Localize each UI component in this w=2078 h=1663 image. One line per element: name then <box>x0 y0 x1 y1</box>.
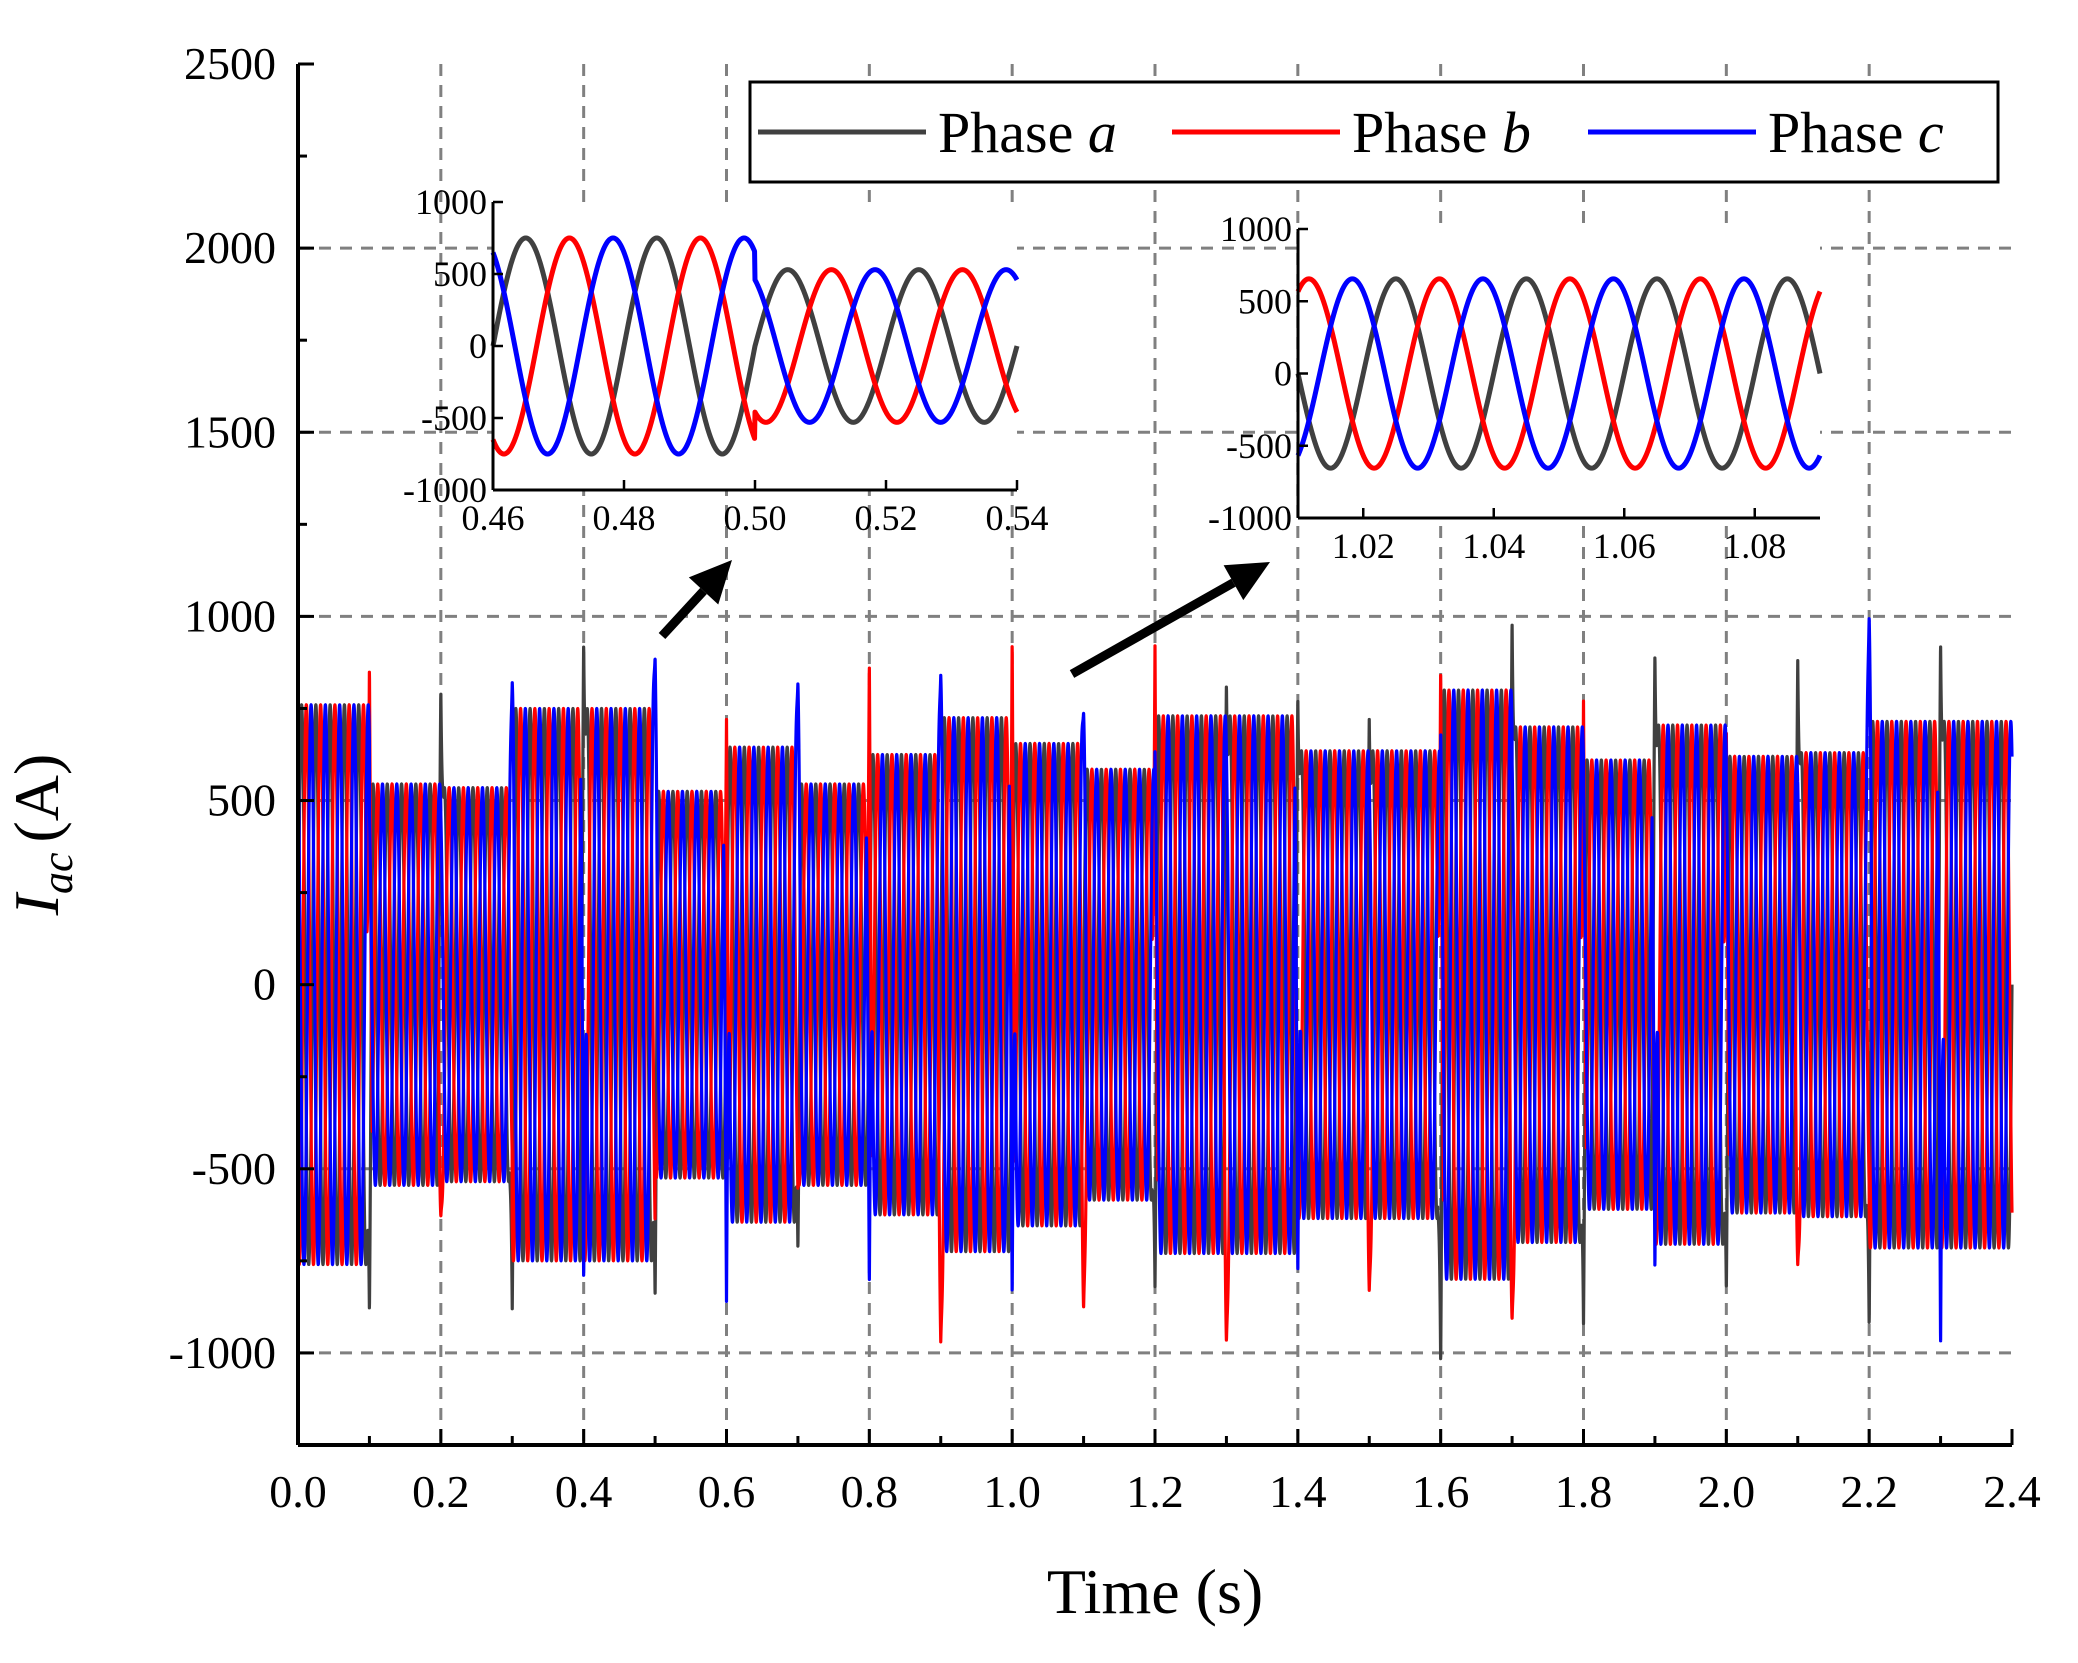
x-tick-label: 0.6 <box>698 1466 756 1517</box>
inset-y-tick-label: -1000 <box>403 470 487 510</box>
main-series-group <box>296 617 2014 1361</box>
y-axis-title: Iac(A) <box>1 754 82 917</box>
x-tick-label: 2.2 <box>1840 1466 1898 1517</box>
arrow-shaft <box>658 587 707 640</box>
inset-y-tick-label: 1000 <box>1220 209 1292 249</box>
inset-y-tick-label: -500 <box>1226 426 1292 466</box>
inset-y-tick-label: -500 <box>421 398 487 438</box>
x-tick-label: 2.0 <box>1698 1466 1756 1517</box>
arrow-head <box>688 560 732 605</box>
inset-x-tick-label: 1.02 <box>1332 526 1395 566</box>
x-tick-label: 1.6 <box>1412 1466 1470 1517</box>
legend-label-phase-b: Phase b <box>1352 100 1531 165</box>
inset-series-phase-b <box>490 235 1020 457</box>
legend-label-phase-c: Phase c <box>1768 100 1944 165</box>
series-phase-a <box>296 623 2014 1361</box>
x-tick-label: 0.2 <box>412 1466 470 1517</box>
arrow-head <box>1223 562 1270 601</box>
legend-box <box>748 80 2000 184</box>
inset-series-phase-c <box>1295 276 1823 471</box>
inset-x-tick-label: 0.52 <box>855 498 918 538</box>
arrow-shaft <box>1069 578 1236 678</box>
inset-y-tick-label: 1000 <box>415 182 487 222</box>
x-tick-label: 1.8 <box>1555 1466 1613 1517</box>
inset-y-tick-label: 0 <box>1274 354 1292 394</box>
series-line-phase-a <box>296 623 2014 1361</box>
inset-series-phase-a <box>1295 276 1823 471</box>
x-tick-label: 1.4 <box>1269 1466 1327 1517</box>
inset-x-tick-label: 0.48 <box>593 498 656 538</box>
inset-series-phase-a <box>490 235 1020 457</box>
inset-y-tick-label: -1000 <box>1208 498 1292 538</box>
inset-x-tick-label: 0.50 <box>724 498 787 538</box>
inset-x-tick-label: 1.08 <box>1723 526 1786 566</box>
y-tick-label: 0 <box>253 959 276 1010</box>
inset-x-tick-label: 0.54 <box>986 498 1049 538</box>
y-tick-label: -500 <box>192 1143 276 1194</box>
series-line-phase-c <box>296 617 2014 1343</box>
inset-x-tick-label: 1.06 <box>1593 526 1656 566</box>
inset-y-tick-label: 500 <box>433 254 487 294</box>
inset-x-tick-label: 1.04 <box>1462 526 1525 566</box>
legend-label-phase-a: Phase a <box>938 100 1117 165</box>
x-tick-label: 0.8 <box>841 1466 899 1517</box>
inset-x-tick-label: 0.46 <box>462 498 525 538</box>
legend: Phase a Phase b Phase c <box>748 80 2000 184</box>
zoom-arrows <box>658 560 1270 678</box>
y-tick-label: 1000 <box>184 590 276 641</box>
x-tick-label: 1.0 <box>983 1466 1041 1517</box>
series-phase-c <box>296 617 2014 1343</box>
inset-2: 1000 500 0 -500 -1000 1.02 1.04 1.06 1.08 <box>1208 209 1823 566</box>
y-tick-label: 2500 <box>184 38 276 89</box>
x-axis-title: Time (s) <box>1047 1556 1263 1627</box>
x-tick-label: 2.4 <box>1983 1466 2041 1517</box>
y-tick-label: 1500 <box>184 406 276 457</box>
inset-series-phase-c <box>490 235 1020 457</box>
inset-y-tick-label: 0 <box>469 326 487 366</box>
x-tick-label: 0.4 <box>555 1466 613 1517</box>
y-tick-label: 2000 <box>184 222 276 273</box>
y-tick-label: 500 <box>207 775 276 826</box>
x-tick-label: 1.2 <box>1126 1466 1184 1517</box>
inset-y-tick-label: 500 <box>1238 281 1292 321</box>
x-tick-label: 0.0 <box>269 1466 327 1517</box>
main-axes: 0.0 0.2 0.4 0.6 0.8 1.0 1.2 1.4 1.6 1.8 2.0 2.2 2.4 2… <box>169 38 2041 1517</box>
inset-series-phase-b <box>1295 276 1823 471</box>
y-tick-label: -1000 <box>169 1327 276 1378</box>
